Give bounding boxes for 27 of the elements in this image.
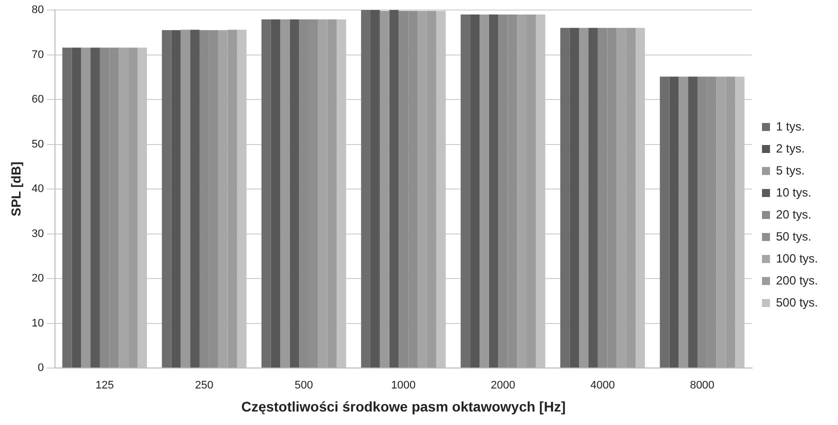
x-axis-title: Częstotliwości środkowe pasm oktawowych [Hz] (241, 398, 566, 414)
y-tick-label: 80 (32, 4, 44, 16)
x-tick-label: 8000 (690, 380, 714, 392)
legend-label: 2 tys. (776, 141, 805, 156)
y-tick-label: 0 (38, 362, 44, 374)
x-tick-label: 250 (195, 380, 214, 392)
x-tick-label: 4000 (590, 380, 615, 392)
legend-label: 1 tys. (776, 119, 805, 134)
y-axis-title: SPL [dB] (8, 162, 24, 216)
legend-label: 10 tys. (776, 185, 812, 200)
y-tick-label: 30 (32, 228, 44, 240)
y-tick-label: 50 (32, 138, 44, 150)
x-tick-label: 500 (294, 380, 313, 392)
legend-label: 50 tys. (776, 229, 812, 244)
y-tick-label: 20 (32, 272, 44, 285)
y-tick-label: 10 (32, 317, 44, 330)
legend-label: 500 tys. (776, 295, 818, 310)
legend-label: 100 tys. (776, 251, 818, 266)
x-tick-label: 2000 (490, 380, 516, 392)
y-tick-label: 70 (32, 48, 44, 61)
legend-label: 200 tys. (776, 273, 818, 288)
x-tick-label: 125 (95, 380, 114, 392)
y-tick-label: 60 (32, 94, 44, 106)
y-tick-label: 40 (32, 183, 44, 196)
x-tick-label: 1000 (391, 380, 416, 392)
legend-label: 20 tys. (776, 207, 812, 222)
legend-label: 5 tys. (776, 163, 805, 178)
